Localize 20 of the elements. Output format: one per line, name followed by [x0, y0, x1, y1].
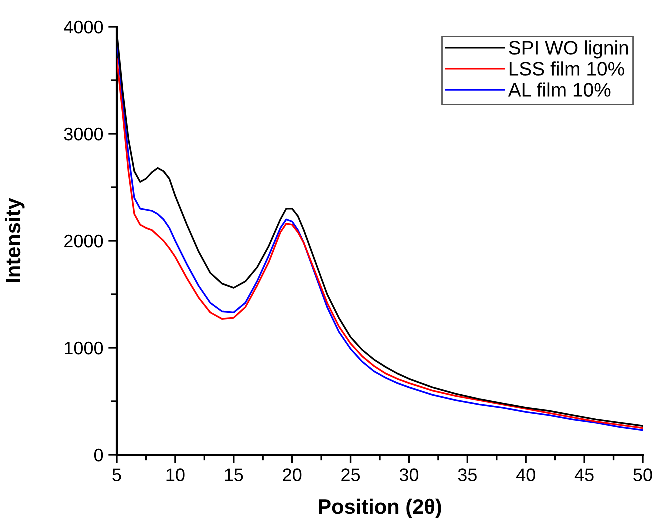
y-tick-label: 4000: [64, 20, 104, 34]
x-tick-label: 35: [458, 468, 477, 482]
legend-label: AL film 10%: [508, 82, 611, 97]
y-axis-title: Intensity: [5, 198, 25, 282]
x-tick-label: 30: [400, 468, 419, 482]
y-tick-label: 1000: [65, 342, 104, 355]
y-tick-label: 3000: [64, 128, 104, 141]
x-tick-label: 20: [283, 468, 302, 482]
y-tick-label: 0: [94, 448, 104, 462]
x-tick-label: 15: [225, 468, 244, 482]
x-tick-label: 10: [166, 468, 185, 482]
x-tick-label: 25: [342, 468, 360, 482]
x-axis-title: Position (2θ): [319, 498, 442, 518]
x-tick-label: 5: [112, 468, 122, 482]
x-tick-label: 45: [574, 468, 594, 482]
x-tick-label: 50: [634, 468, 652, 482]
x-tick-label: 40: [516, 468, 536, 482]
legend-label: LSS film 10%: [510, 62, 624, 76]
y-tick-label: 2000: [64, 234, 104, 248]
legend-label: SPI WO lignin: [509, 40, 628, 59]
